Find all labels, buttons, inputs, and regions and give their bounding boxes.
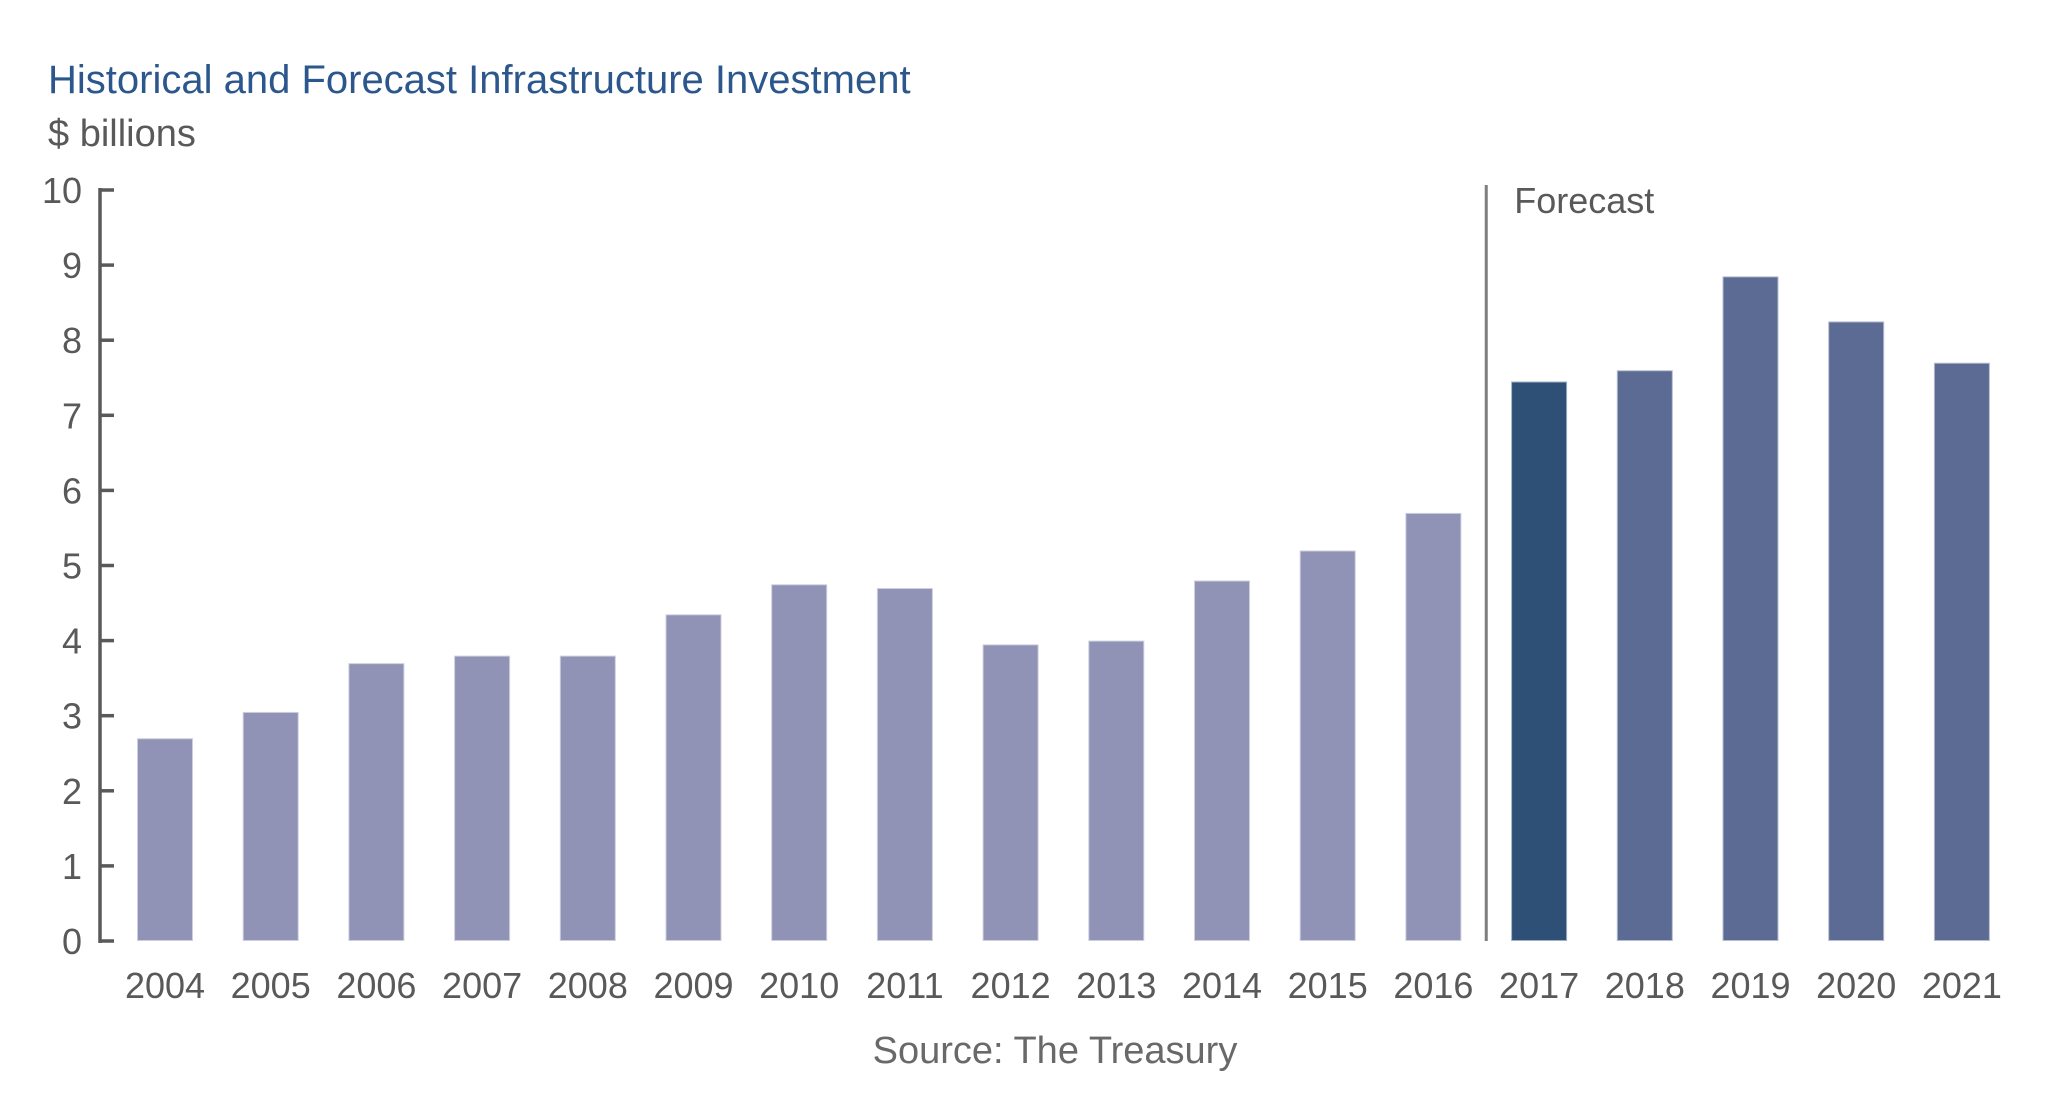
bar-2013 [1087, 639, 1146, 942]
bar-2011 [875, 587, 934, 943]
bar-2020 [1827, 320, 1886, 942]
x-axis-label-2008: 2008 [548, 965, 628, 1006]
bar-2012 [981, 643, 1040, 942]
bar-2009 [664, 613, 723, 942]
x-axis-label-2011: 2011 [866, 965, 943, 1006]
x-axis-label-2004: 2004 [125, 965, 205, 1006]
bar-2005 [241, 710, 300, 942]
x-axis-label-2018: 2018 [1605, 965, 1685, 1006]
x-axis-label-2005: 2005 [231, 965, 311, 1006]
y-axis-tick-label: 9 [62, 245, 82, 286]
y-axis-tick-label: 2 [62, 771, 82, 812]
x-axis-label-2014: 2014 [1182, 965, 1262, 1006]
x-axis-label-2010: 2010 [759, 965, 839, 1006]
bar-2007 [453, 654, 512, 942]
x-axis-label-2015: 2015 [1288, 965, 1368, 1006]
forecast-label: Forecast [1514, 180, 1654, 221]
x-axis-label-2007: 2007 [442, 965, 522, 1006]
chart-title: Historical and Forecast Infrastructure I… [48, 58, 911, 102]
y-axis-tick-label: 5 [62, 546, 82, 587]
y-axis-tick-label: 6 [62, 470, 82, 511]
bar-2016 [1404, 511, 1463, 942]
x-axis-label-2020: 2020 [1816, 965, 1896, 1006]
y-axis-units-label: $ billions [48, 113, 196, 155]
bar-2017 [1510, 380, 1569, 942]
source-caption: Source: The Treasury [872, 1030, 1238, 1072]
bar-2014 [1193, 579, 1251, 943]
x-axis-label-2009: 2009 [653, 965, 733, 1006]
x-axis-label-2012: 2012 [971, 965, 1051, 1006]
x-axis-label-2016: 2016 [1393, 965, 1473, 1006]
y-axis-tick-label: 0 [62, 921, 82, 962]
bar-2021 [1932, 361, 1991, 943]
x-axis-label-2019: 2019 [1710, 965, 1790, 1006]
bar-2010 [770, 583, 829, 943]
bar-2008 [558, 654, 617, 942]
y-axis-tick-label: 1 [62, 846, 82, 887]
bar-2006 [347, 662, 406, 942]
bar-2015 [1298, 549, 1357, 942]
x-axis-label-2013: 2013 [1076, 965, 1156, 1006]
x-axis-label-2021: 2021 [1922, 965, 2002, 1006]
bar-2018 [1615, 369, 1674, 942]
y-axis-tick-label: 7 [62, 395, 82, 436]
x-axis-label-2006: 2006 [336, 965, 416, 1006]
y-axis-tick-label: 4 [62, 621, 82, 662]
bar-2004 [136, 737, 194, 942]
y-axis-tick-label: 8 [62, 320, 82, 361]
y-axis-tick-label: 3 [62, 696, 82, 737]
bar-2019 [1721, 275, 1780, 942]
y-axis-tick-label: 10 [42, 170, 82, 211]
x-axis-label-2017: 2017 [1499, 965, 1579, 1006]
